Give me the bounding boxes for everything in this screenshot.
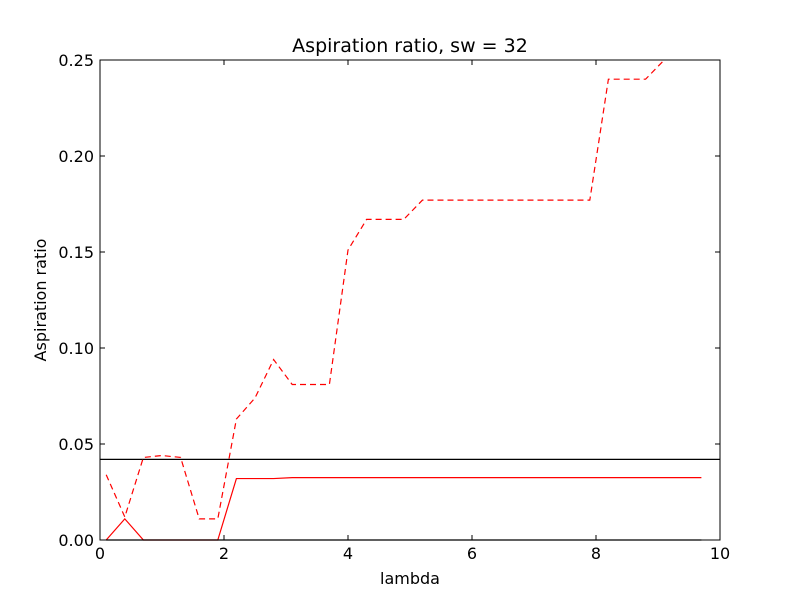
x-tick-label: 8 <box>591 544 601 563</box>
x-axis-label: lambda <box>380 569 440 588</box>
chart-title: Aspiration ratio, sw = 32 <box>292 35 528 57</box>
x-tick-label: 10 <box>710 544 730 563</box>
plot-frame <box>99 59 721 541</box>
x-tick-label: 4 <box>343 544 353 563</box>
y-tick-label: 0.05 <box>58 435 94 454</box>
y-tick-label: 0.10 <box>58 339 94 358</box>
series-line-2 <box>105 477 702 541</box>
axis-ticks: 0 2 4 6 8 10 0.00 0.05 0.10 0.15 0.20 0.25 <box>58 51 730 563</box>
plot-area <box>100 59 720 541</box>
x-tick-label: 2 <box>219 544 229 563</box>
y-axis-label: Aspiration ratio <box>31 239 50 362</box>
x-tick-label: 0 <box>95 544 105 563</box>
y-tick-label: 0.25 <box>58 51 94 70</box>
y-tick-label: 0.15 <box>58 243 94 262</box>
series-line-1 <box>105 59 665 520</box>
y-tick-label: 0.00 <box>58 531 94 550</box>
y-tick-label: 0.20 <box>58 147 94 166</box>
x-tick-label: 6 <box>467 544 477 563</box>
